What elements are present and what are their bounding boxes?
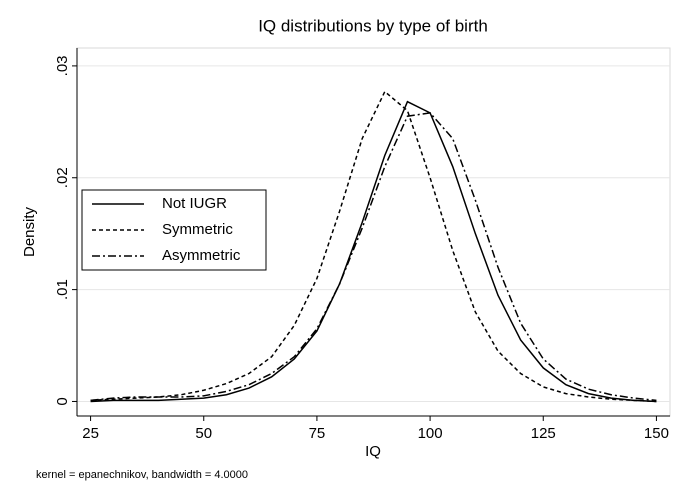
series-line	[90, 100, 657, 403]
note: kernel = epanechnikov, bandwidth = 4.000…	[36, 469, 248, 481]
y-tick-label: 0	[54, 397, 71, 405]
x-tick-label: 150	[644, 425, 669, 442]
legend-label: Not IUGR	[162, 195, 227, 212]
series-line	[90, 112, 657, 402]
series-line	[90, 90, 657, 403]
x-axis-label: IQ	[365, 443, 381, 460]
x-tick-label: 100	[418, 425, 443, 442]
y-axis-label: Density	[21, 206, 38, 257]
y-tick-label: .03	[54, 55, 71, 76]
y-tick-label: .02	[54, 167, 71, 188]
x-tick-label: 125	[531, 425, 556, 442]
x-tick-label: 25	[82, 425, 99, 442]
legend-label: Asymmetric	[162, 247, 241, 264]
y-tick-label: .01	[54, 279, 71, 300]
chart-title: IQ distributions by type of birth	[258, 16, 488, 35]
x-tick-label: 50	[195, 425, 212, 442]
x-tick-label: 75	[309, 425, 326, 442]
legend-label: Symmetric	[162, 221, 233, 238]
